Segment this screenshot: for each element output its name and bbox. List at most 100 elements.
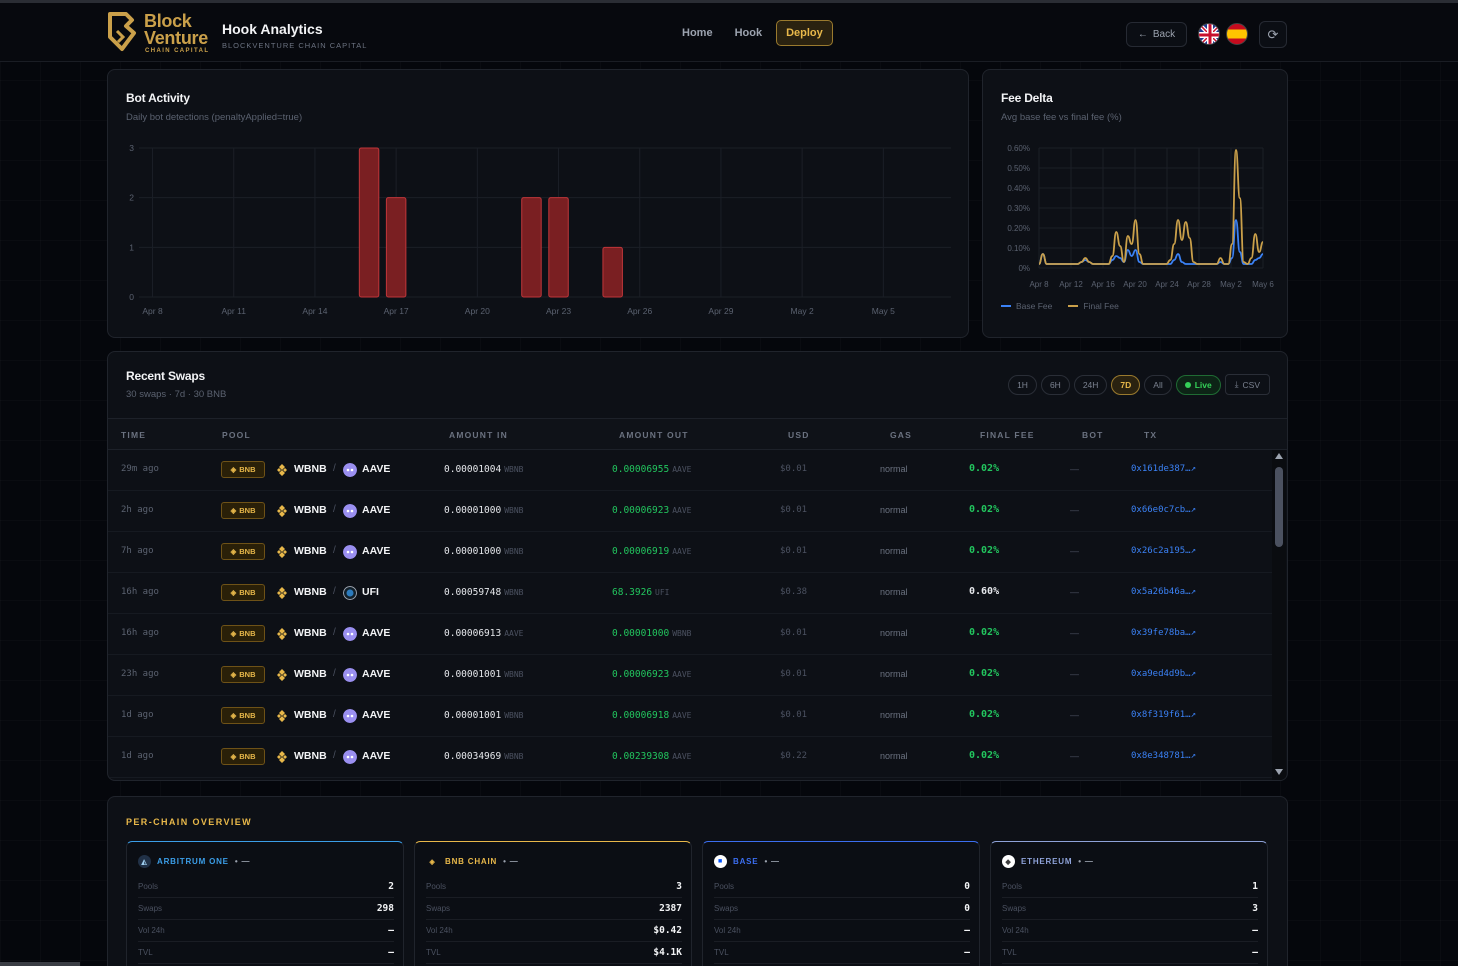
final-fee-value: 0.02% bbox=[969, 627, 1000, 638]
table-row[interactable]: 23h ago ◈ BNB WBNB / AAVE 0.00001001 WBNB 0.0000… bbox=[108, 655, 1274, 696]
amount-out: 0.00006918 AAVE bbox=[612, 710, 691, 721]
amount-in-unit: WBNB bbox=[504, 752, 524, 761]
tx-link[interactable]: 0x8e348781…↗ bbox=[1131, 751, 1197, 761]
fee-delta-subtitle: Avg base fee vs final fee (%) bbox=[1001, 112, 1122, 123]
refresh-icon[interactable]: ⟳ bbox=[1259, 21, 1287, 48]
col-final-fee[interactable]: FINAL FEE bbox=[980, 430, 1035, 440]
filter-24h[interactable]: 24H bbox=[1073, 374, 1108, 395]
legend-item-final-fee[interactable]: Final Fee bbox=[1068, 301, 1119, 311]
filter-6h[interactable]: 6H bbox=[1040, 374, 1070, 395]
chain-stat-row: Pools 0 bbox=[714, 876, 970, 898]
legend-item-base-fee[interactable]: Base Fee bbox=[1001, 301, 1052, 311]
swaps-scrollbar[interactable] bbox=[1272, 450, 1286, 780]
filter-7d[interactable]: 7D bbox=[1111, 374, 1141, 395]
amount-out-value: 0.00006918 bbox=[612, 710, 670, 721]
spain-flag-icon[interactable] bbox=[1226, 23, 1248, 45]
amount-in-value: 0.00001004 bbox=[444, 464, 502, 475]
x-tick-label: Apr 8 bbox=[1029, 280, 1049, 289]
csv-export-button[interactable]: ⤓ CSV bbox=[1224, 374, 1270, 395]
final-fee-value: 0.02% bbox=[969, 463, 1000, 474]
scroll-down-icon[interactable] bbox=[1275, 769, 1283, 775]
pair-separator: / bbox=[333, 668, 336, 679]
col-time[interactable]: TIME bbox=[121, 430, 147, 440]
filter-1h[interactable]: 1H bbox=[1008, 374, 1037, 395]
nav-home[interactable]: Home bbox=[682, 27, 713, 39]
token-a: WBNB bbox=[294, 463, 327, 475]
tx-link[interactable]: 0x26c2a195…↗ bbox=[1131, 546, 1197, 556]
chain-status: • — bbox=[503, 857, 519, 866]
col-usd[interactable]: USD bbox=[788, 430, 810, 440]
chain-name: BNB CHAIN bbox=[445, 857, 498, 866]
chain-badge[interactable]: ◈ BNB bbox=[221, 625, 265, 642]
bar-apr-17 bbox=[385, 197, 407, 298]
chain-card-base[interactable]: ■ BASE • — Pools 0 Swaps 0 Vol 24h — TVL — bbox=[702, 841, 980, 966]
usd-value: $0.01 bbox=[780, 669, 808, 679]
stat-value: — bbox=[1252, 925, 1258, 936]
stat-value: — bbox=[964, 925, 970, 936]
tx-link[interactable]: 0x39fe78ba…↗ bbox=[1131, 628, 1197, 638]
x-tick-label: May 6 bbox=[1252, 280, 1274, 289]
table-row[interactable]: 29m ago ◈ BNB WBNB / AAVE 0.00001004 WBNB 0.0000… bbox=[108, 450, 1274, 491]
swap-time: 1d ago bbox=[121, 751, 154, 761]
table-row[interactable]: 2h ago ◈ BNB WBNB / AAVE 0.00001000 WBNB 0.00006… bbox=[108, 491, 1274, 532]
chain-badge[interactable]: ◈ BNB bbox=[221, 584, 265, 601]
bnb-small-icon: ◈ bbox=[230, 465, 237, 474]
gas-value: normal bbox=[880, 587, 908, 597]
back-button[interactable]: ← Back bbox=[1126, 22, 1187, 47]
bottom-scroll-indicator bbox=[0, 962, 80, 966]
chain-badge[interactable]: ◈ BNB bbox=[221, 707, 265, 724]
table-row[interactable]: 16h ago ◈ BNB WBNB / UFI 0.00059748 WBNB 68.3926… bbox=[108, 573, 1274, 614]
col-tx[interactable]: TX bbox=[1144, 430, 1158, 440]
scroll-up-icon[interactable] bbox=[1275, 453, 1283, 459]
amount-out: 0.00006919 AAVE bbox=[612, 546, 691, 557]
col-pool[interactable]: POOL bbox=[222, 430, 251, 440]
chain-badge[interactable]: ◈ BNB bbox=[221, 666, 265, 683]
tx-link[interactable]: 0x5a26b46a…↗ bbox=[1131, 587, 1197, 597]
per-chain-title: PER-CHAIN OVERVIEW bbox=[126, 817, 253, 827]
chain-badge[interactable]: ◈ BNB bbox=[221, 502, 265, 519]
nav-deploy[interactable]: Deploy bbox=[776, 20, 833, 46]
col-gas[interactable]: GAS bbox=[890, 430, 913, 440]
blockventure-logo[interactable]: Block Venture CHAIN CAPITAL bbox=[106, 11, 216, 57]
chain-badge[interactable]: ◈ BNB bbox=[221, 461, 265, 478]
x-tick-label: Apr 8 bbox=[142, 306, 163, 316]
pair-separator: / bbox=[333, 504, 336, 515]
col-bot[interactable]: BOT bbox=[1082, 430, 1104, 440]
table-row[interactable]: 7h ago ◈ BNB WBNB / AAVE 0.00001000 WBNB 0.00006… bbox=[108, 532, 1274, 573]
x-tick-label: Apr 12 bbox=[1059, 280, 1083, 289]
amount-out-value: 0.00006955 bbox=[612, 464, 670, 475]
live-toggle[interactable]: Live bbox=[1175, 374, 1221, 395]
chain-card-bnb-chain[interactable]: ◈ BNB CHAIN • — Pools 3 Swaps 2387 Vol 24h $0.42… bbox=[414, 841, 692, 966]
tx-link[interactable]: 0x8f319f61…↗ bbox=[1131, 710, 1197, 720]
filter-all[interactable]: All bbox=[1144, 374, 1172, 395]
table-row[interactable]: 1d ago ◈ BNB WBNB / AAVE 0.00034969 WBNB 0.00239… bbox=[108, 737, 1274, 778]
amount-in: 0.00001000 WBNB bbox=[444, 546, 523, 557]
final-fee-value: 0.02% bbox=[969, 504, 1000, 515]
bnb-token-icon bbox=[277, 751, 287, 763]
nav-hook[interactable]: Hook bbox=[734, 27, 763, 39]
amount-in: 0.00001004 WBNB bbox=[444, 464, 523, 475]
stat-value: 1 bbox=[1252, 881, 1258, 892]
col-amount-out[interactable]: AMOUNT OUT bbox=[619, 430, 689, 440]
chain-badge[interactable]: ◈ BNB bbox=[221, 543, 265, 560]
chain-card-header: ◈ BNB CHAIN • — bbox=[426, 855, 519, 868]
top-header: Block Venture CHAIN CAPITAL Hook Analyti… bbox=[0, 0, 1458, 62]
x-tick-label: Apr 26 bbox=[627, 306, 652, 316]
chain-stat-row: Swaps 3 bbox=[1002, 898, 1258, 920]
uk-flag-icon[interactable] bbox=[1198, 23, 1220, 45]
chain-stat-row: Pools 1 bbox=[1002, 876, 1258, 898]
fee-delta-chart: 0% 0.10% 0.20% 0.30% 0.40% 0.50% 0.60% Apr 8 Apr… bbox=[1007, 144, 1274, 289]
tx-link[interactable]: 0x161de387…↗ bbox=[1131, 464, 1197, 474]
col-amount-in[interactable]: AMOUNT IN bbox=[449, 430, 508, 440]
table-row[interactable]: 16h ago ◈ BNB WBNB / AAVE 0.00006913 AAVE 0.0000… bbox=[108, 614, 1274, 655]
csv-label: CSV bbox=[1242, 379, 1260, 390]
tx-link[interactable]: 0xa9ed4d9b…↗ bbox=[1131, 669, 1197, 679]
tx-link[interactable]: 0x66e0c7cb…↗ bbox=[1131, 505, 1197, 515]
chain-card-arbitrum-one[interactable]: ◭ ARBITRUM ONE • — Pools 2 Swaps 298 Vol 24h — TV… bbox=[126, 841, 404, 966]
table-row[interactable]: 1d ago ◈ BNB WBNB / AAVE 0.00001001 WBNB 0.00006… bbox=[108, 696, 1274, 737]
usd-value: $0.01 bbox=[780, 464, 808, 474]
scroll-thumb[interactable] bbox=[1275, 467, 1283, 547]
amount-in: 0.00001000 WBNB bbox=[444, 505, 523, 516]
chain-card-ethereum[interactable]: ◆ ETHEREUM • — Pools 1 Swaps 3 Vol 24h — TVL — bbox=[990, 841, 1268, 966]
chain-badge[interactable]: ◈ BNB bbox=[221, 748, 265, 765]
